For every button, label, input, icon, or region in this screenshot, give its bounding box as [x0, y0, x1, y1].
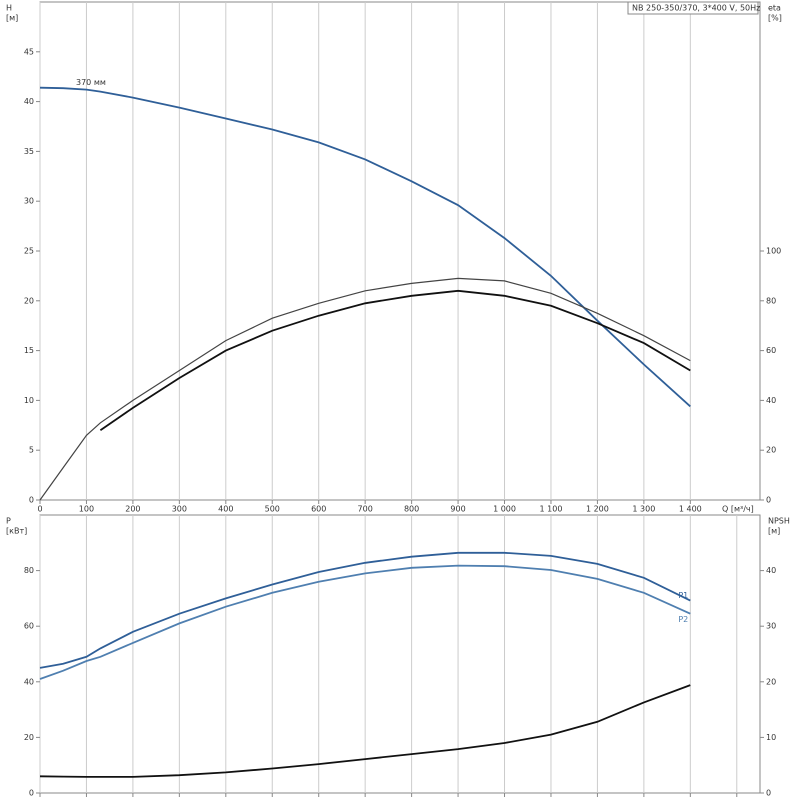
x-axis-label: Q [м³/ч]	[722, 505, 754, 514]
x-tick-label: 1 000	[493, 505, 516, 514]
y-tick-label: 20	[24, 296, 34, 305]
y2-tick-label: 20	[766, 446, 776, 455]
x-tick-label: 1 200	[586, 505, 609, 514]
y-tick-label: 60	[24, 622, 34, 631]
y-tick-label: 80	[24, 566, 34, 575]
x-tick-label: 1 400	[679, 505, 702, 514]
x-tick-label: 800	[404, 505, 419, 514]
x-tick-label: 900	[450, 505, 465, 514]
series-line	[39, 551, 691, 669]
x-tick-label: 700	[358, 505, 373, 514]
y-tick-label: 10	[24, 396, 34, 405]
plot-area	[39, 514, 761, 794]
y2-tick-label: 40	[766, 396, 776, 405]
series-line	[39, 86, 691, 408]
info-label: NB 250-350/370, 3*400 V, 50Hz	[632, 4, 760, 13]
plot-area	[39, 1, 761, 501]
y-tick-label: 0	[29, 789, 34, 798]
y2-tick-label: 0	[766, 496, 771, 505]
y-axis-label: H	[6, 4, 12, 13]
y2-tick-label: 60	[766, 346, 776, 355]
x-tick-label: 1 300	[632, 505, 655, 514]
y-tick-label: 35	[24, 147, 34, 156]
y-axis-label: [м]	[6, 14, 18, 23]
y-tick-label: 40	[24, 677, 34, 686]
y2-tick-label: 100	[766, 247, 781, 256]
y-axis-label: P	[6, 517, 11, 526]
series-line	[99, 289, 691, 432]
y-tick-label: 40	[24, 97, 34, 106]
y2-tick-label: 0	[766, 789, 771, 798]
y2-tick-label: 20	[766, 677, 776, 686]
y2-axis-label: NPSH	[768, 517, 790, 526]
y-tick-label: 30	[24, 197, 34, 206]
series-line	[39, 277, 691, 501]
info-box	[627, 1, 759, 15]
y2-tick-label: 40	[766, 566, 776, 575]
y-tick-label: 20	[24, 733, 34, 742]
x-tick-label: 200	[125, 505, 140, 514]
curve-label: 370 мм	[76, 78, 106, 87]
x-tick-label: 1 100	[540, 505, 563, 514]
y-tick-label: 5	[29, 446, 34, 455]
x-tick-label: 300	[172, 505, 187, 514]
series-line	[39, 684, 691, 778]
series-line	[39, 564, 691, 680]
legend-label: P1	[678, 591, 688, 600]
y2-axis-label: [%]	[768, 14, 782, 23]
y-tick-label: 45	[24, 47, 34, 56]
y-tick-label: 25	[24, 247, 34, 256]
y2-axis-label: [м]	[768, 527, 780, 536]
x-tick-label: 600	[311, 505, 326, 514]
y-tick-label: 15	[24, 346, 34, 355]
x-tick-label: 0	[37, 505, 42, 514]
y2-tick-label: 10	[766, 733, 776, 742]
x-tick-label: 400	[218, 505, 233, 514]
y-axis-label: [кВт]	[6, 527, 27, 536]
y2-tick-label: 80	[766, 296, 776, 305]
x-tick-label: 500	[265, 505, 280, 514]
y2-tick-label: 30	[766, 622, 776, 631]
y-tick-label: 0	[29, 496, 34, 505]
x-tick-label: 100	[79, 505, 94, 514]
legend-label: P2	[678, 615, 688, 624]
y2-axis-label: eta	[768, 4, 781, 13]
